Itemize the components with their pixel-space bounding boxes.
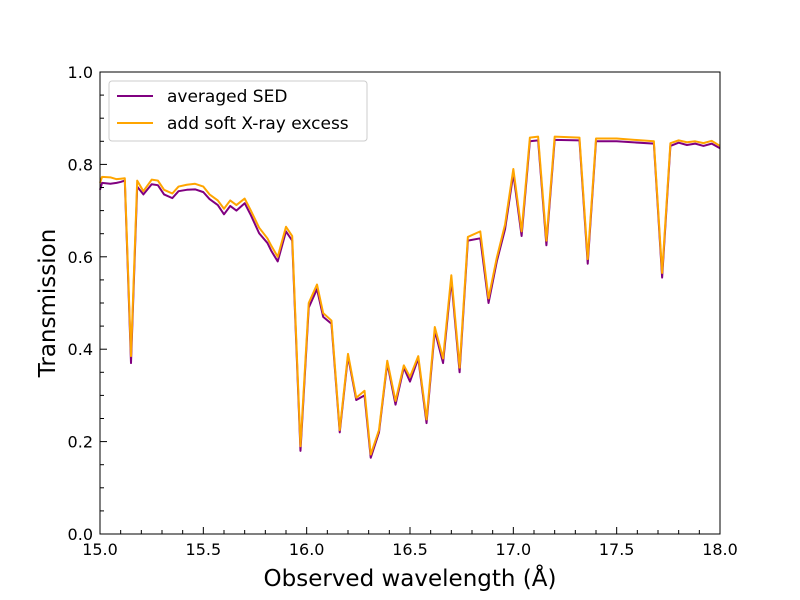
y-tick-label: 1.0: [68, 63, 93, 82]
y-tick-label: 0.8: [68, 155, 93, 174]
legend-label-averaged-sed: averaged SED: [167, 87, 287, 107]
series-line-0: [99, 138, 721, 459]
y-axis-label: Transmission: [35, 229, 61, 379]
series-layer: [99, 135, 721, 459]
x-tick-label: 16.5: [392, 540, 428, 559]
y-tick-label: 0.2: [68, 433, 93, 452]
y-tick-label: 0.6: [68, 248, 93, 267]
y-tick-label: 0.4: [68, 340, 93, 359]
tick-label-layer: 15.0 15.5 16.0 16.5 17.0 17.5 18.0 0.0 0.2 0.4 0.6…: [68, 63, 738, 559]
legend: averaged SED add soft X-ray excess: [108, 80, 368, 142]
x-tick-label: 17.5: [599, 540, 635, 559]
x-axis-label: Observed wavelength (Å): [264, 564, 557, 592]
x-tick-label: 18.0: [702, 540, 738, 559]
x-tick-label: 16.0: [289, 540, 325, 559]
plot-frame: [99, 71, 721, 535]
y-tick-label: 0.0: [68, 525, 93, 544]
x-tick-label: 15.0: [82, 540, 118, 559]
series-line-1: [99, 135, 721, 456]
x-tick-label: 17.0: [496, 540, 532, 559]
x-tick-label: 15.5: [186, 540, 222, 559]
legend-label-soft-x-ray: add soft X-ray excess: [167, 114, 349, 134]
legend-box: [108, 80, 368, 142]
